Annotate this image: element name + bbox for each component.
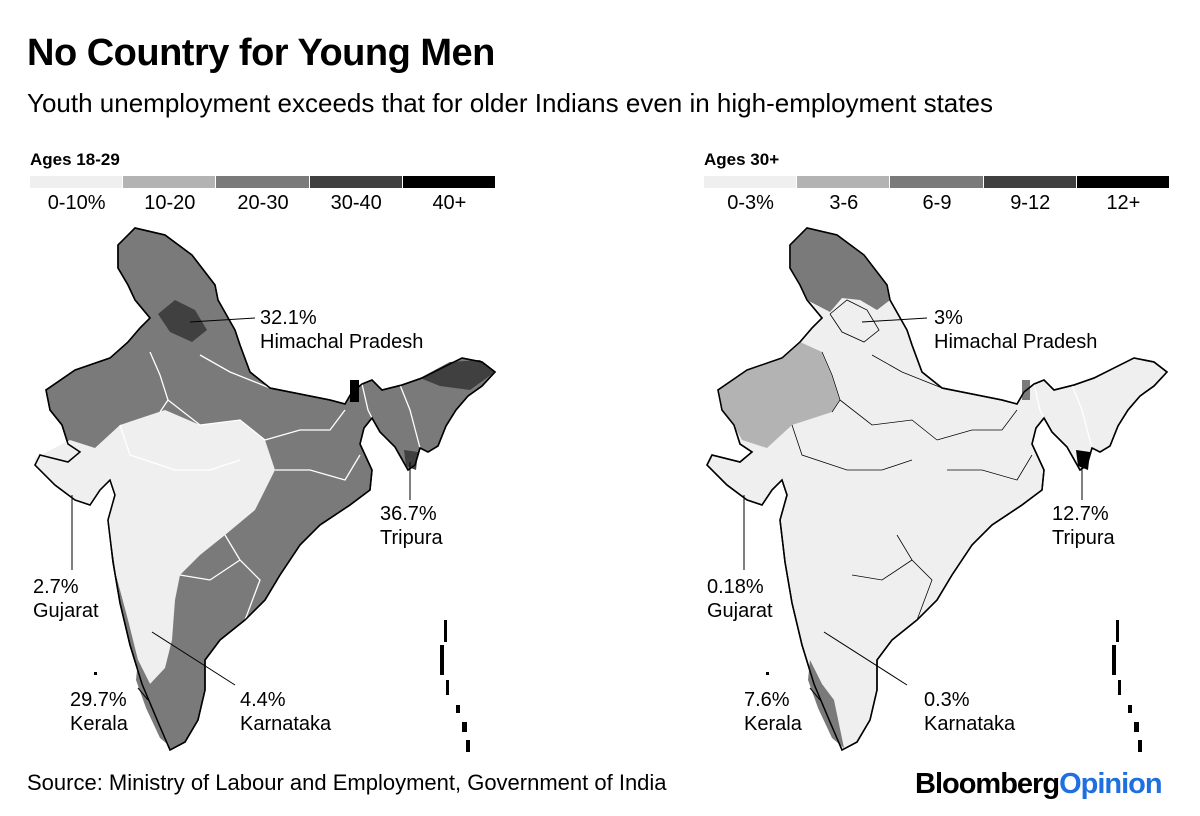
legend-label: 20-30 [237,192,289,214]
bloomberg-opinion-logo: BloombergOpinion [915,768,1163,801]
legend-swatch [797,176,890,188]
annotation-value: 29.7% [70,689,127,711]
annotation-value: 2.7% [33,576,79,598]
annotation-value: 4.4% [240,689,286,711]
annotation-tripura: 12.7% Tripura [1052,502,1115,550]
annotation-state: Gujarat [707,600,773,622]
annotation-state: Kerala [70,713,128,735]
annotation-tripura: 36.7% Tripura [380,502,443,550]
annotation-value: 3% [934,307,963,329]
legend-label: 3-6 [829,192,859,214]
legend-label: 10-20 [144,192,196,214]
annotation-value: 12.7% [1052,503,1109,525]
leader-lines [71,317,411,701]
annotation-state: Gujarat [33,600,99,622]
annotation-state: Karnataka [240,713,332,735]
map-ages-30-plus [706,227,1168,752]
legend-swatch [123,176,216,188]
annotation-state: Himachal Pradesh [934,331,1098,353]
source-note: Source: Ministry of Labour and Employmen… [27,770,667,795]
legend-swatch [704,176,797,188]
annotation-himachal-pradesh: 3% Himachal Pradesh [934,306,1097,354]
legend-title: Ages 30+ [704,150,780,169]
legend-swatch [309,176,402,188]
page-title: No Country for Young Men [27,32,495,74]
legend-label: 9-12 [1010,192,1051,214]
annotation-kerala: 7.6% Kerala [744,688,802,736]
legend-label: 0-3% [727,192,774,214]
annotation-karnataka: 4.4% Karnataka [240,688,331,736]
legend-swatch [216,176,309,188]
annotation-state: Himachal Pradesh [260,331,424,353]
legend-label: 12+ [1106,192,1141,214]
legend-label: 0-10% [47,192,106,214]
legend-ages-30-plus: Ages 30+ 0-3% 3-6 6-9 9-12 12+ [704,150,1170,215]
annotation-karnataka: 0.3% Karnataka [924,688,1015,736]
annotation-gujarat: 0.18% Gujarat [707,575,773,623]
legend-label: 40+ [432,192,467,214]
state-sikkim-region [350,380,359,402]
annotation-value: 7.6% [744,689,790,711]
annotation-state: Tripura [1052,527,1115,549]
logo-opinion: Opinion [1059,768,1163,800]
annotation-value: 32.1% [260,307,317,329]
annotation-state: Karnataka [924,713,1016,735]
annotation-himachal-pradesh: 32.1% Himachal Pradesh [260,306,423,354]
annotation-value: 0.3% [924,689,970,711]
annotation-gujarat: 2.7% Gujarat [33,575,99,623]
legend-swatch [983,176,1076,188]
annotation-value: 36.7% [380,503,437,525]
legend-swatch [30,176,123,188]
page-subtitle: Youth unemployment exceeds that for olde… [27,88,993,118]
annotation-kerala: 29.7% Kerala [70,688,128,736]
legend-ages-18-29: Ages 18-29 0-10% 10-20 20-30 30-40 40+ [30,150,496,215]
legend-swatch [890,176,983,188]
legend-swatch [1076,176,1170,188]
leader-lines [743,317,1083,701]
logo-bloomberg: Bloomberg [915,768,1060,800]
legend-title: Ages 18-29 [30,150,120,169]
legend-label: 6-9 [922,192,952,214]
annotation-state: Kerala [744,713,802,735]
annotation-state: Tripura [380,527,443,549]
annotation-value: 0.18% [707,576,764,598]
map-ages-18-29 [34,227,496,752]
legend-swatch [402,176,496,188]
legend-label: 30-40 [330,192,382,214]
